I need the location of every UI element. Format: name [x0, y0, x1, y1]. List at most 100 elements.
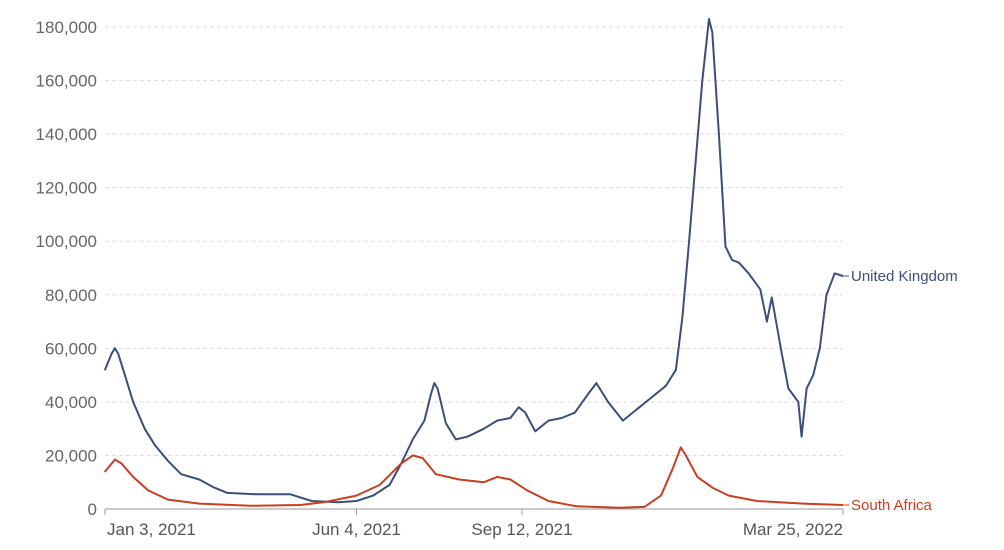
data-point-united-kingdom — [180, 473, 182, 476]
data-point-united-kingdom — [547, 419, 550, 422]
data-point-south-africa — [496, 476, 499, 478]
y-tick-label: 140,000 — [36, 125, 97, 144]
data-point-united-kingdom — [226, 492, 229, 494]
y-tick-label: 120,000 — [36, 179, 97, 198]
data-point-united-kingdom — [587, 393, 589, 395]
data-point-south-africa — [114, 458, 116, 461]
data-point-south-africa — [671, 468, 674, 470]
data-point-united-kingdom — [681, 315, 684, 318]
data-point-united-kingdom — [607, 401, 609, 403]
data-point-south-africa — [802, 502, 805, 505]
data-point-united-kingdom — [574, 411, 576, 414]
data-point-united-kingdom — [289, 493, 292, 496]
data-point-south-africa — [104, 470, 106, 473]
data-point-united-kingdom — [738, 261, 740, 264]
data-point-united-kingdom — [388, 484, 391, 486]
gridlines — [105, 26, 843, 456]
data-point-united-kingdom — [153, 443, 156, 446]
x-tick-label: Jun 4, 2021 — [312, 520, 401, 539]
data-point-united-kingdom — [595, 382, 598, 384]
y-tick-label: 80,000 — [45, 286, 97, 305]
data-point-south-africa — [198, 502, 201, 505]
data-point-south-africa — [378, 484, 381, 486]
series-line-south-africa — [104, 446, 844, 509]
data-point-south-africa — [421, 457, 424, 459]
data-point-united-kingdom — [534, 430, 536, 433]
data-point-united-kingdom — [701, 79, 704, 82]
data-point-united-kingdom — [688, 240, 690, 242]
data-point-united-kingdom — [355, 500, 358, 502]
data-point-united-kingdom — [143, 427, 146, 430]
data-point-united-kingdom — [198, 478, 201, 481]
data-point-south-africa — [132, 476, 134, 478]
x-tick-label: Mar 25, 2022 — [743, 520, 843, 539]
data-point-south-africa — [147, 489, 149, 492]
series-labels: United Kingdom South Africa — [844, 268, 958, 514]
data-point-united-kingdom — [731, 259, 733, 261]
data-point-united-kingdom — [110, 352, 113, 355]
data-point-united-kingdom — [747, 272, 750, 275]
data-point-united-kingdom — [256, 493, 259, 496]
series-line-united-kingdom — [104, 18, 844, 504]
data-point-united-kingdom — [213, 486, 215, 489]
data-point-south-africa — [249, 505, 252, 507]
data-point-united-kingdom — [651, 395, 654, 398]
data-point-south-africa — [435, 473, 437, 476]
data-point-united-kingdom — [622, 419, 624, 422]
data-point-united-kingdom — [724, 245, 727, 248]
y-tick-label: 180,000 — [36, 18, 97, 37]
data-point-united-kingdom — [104, 369, 106, 371]
data-point-united-kingdom — [665, 385, 667, 387]
data-point-united-kingdom — [496, 419, 499, 422]
data-point-united-kingdom — [638, 406, 641, 409]
data-point-united-kingdom — [445, 422, 447, 425]
data-point-united-kingdom — [509, 417, 512, 419]
axes: 0 20,000 40,000 60,000 80,000 100,000 120,000 1… — [36, 18, 844, 539]
data-point-south-africa — [756, 500, 758, 502]
data-point-south-africa — [509, 478, 512, 481]
x-tick-label: Jan 3, 2021 — [107, 520, 196, 539]
data-point-south-africa — [728, 494, 730, 497]
data-point-united-kingdom — [833, 272, 836, 275]
data-point-south-africa — [685, 454, 687, 457]
y-tick-label: 0 — [88, 500, 97, 519]
data-point-united-kingdom — [132, 401, 134, 403]
data-point-united-kingdom — [805, 387, 808, 390]
data-point-united-kingdom — [711, 31, 714, 34]
data-point-south-africa — [120, 462, 123, 465]
series-label-south-africa: South Africa — [851, 497, 933, 514]
data-point-united-kingdom — [708, 18, 710, 20]
data-point-south-africa — [299, 504, 302, 506]
data-point-united-kingdom — [825, 294, 828, 296]
data-point-united-kingdom — [412, 438, 414, 441]
data-point-south-africa — [322, 501, 325, 504]
data-point-united-kingdom — [766, 320, 768, 323]
data-point-united-kingdom — [675, 369, 677, 371]
data-point-south-africa — [483, 481, 485, 484]
data-point-south-africa — [660, 494, 662, 497]
data-point-south-africa — [167, 498, 169, 501]
data-point-united-kingdom — [430, 393, 432, 395]
data-point-united-kingdom — [771, 296, 773, 299]
data-point-south-africa — [711, 486, 714, 489]
data-point-united-kingdom — [423, 419, 426, 422]
data-point-united-kingdom — [819, 347, 821, 350]
data-point-south-africa — [547, 500, 550, 502]
data-point-united-kingdom — [167, 460, 169, 462]
data-point-south-africa — [575, 505, 578, 508]
data-point-united-kingdom — [483, 427, 485, 430]
y-tick-label: 160,000 — [36, 72, 97, 91]
data-point-united-kingdom — [337, 501, 340, 504]
data-point-south-africa — [643, 506, 646, 508]
data-point-united-kingdom — [718, 133, 720, 135]
data-point-south-africa — [618, 506, 621, 509]
data-point-united-kingdom — [800, 435, 803, 438]
data-point-united-kingdom — [436, 387, 439, 390]
data-point-united-kingdom — [117, 352, 119, 355]
data-point-south-africa — [412, 454, 414, 457]
data-point-south-africa — [842, 504, 844, 506]
series-label-united-kingdom: United Kingdom — [851, 268, 958, 285]
data-point-united-kingdom — [524, 411, 527, 414]
y-tick-label: 40,000 — [45, 393, 97, 412]
